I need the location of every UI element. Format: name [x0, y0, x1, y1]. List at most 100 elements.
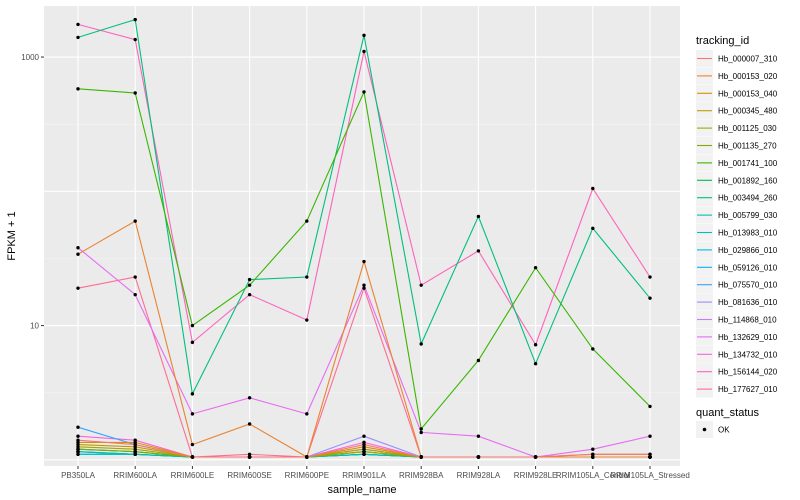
x-tick-label: RRIM600PE — [285, 471, 329, 480]
data-point — [190, 412, 195, 416]
data-point — [76, 252, 80, 256]
data-point — [419, 342, 423, 346]
data-point — [133, 17, 137, 22]
legend-label: Hb_029866_010 — [718, 246, 778, 255]
data-point — [476, 249, 481, 253]
data-point — [190, 442, 195, 447]
x-tick-label: RRIM600LA — [113, 471, 157, 480]
data-point — [362, 445, 366, 449]
data-point — [533, 362, 538, 366]
data-point — [76, 246, 80, 250]
data-point — [133, 37, 137, 42]
data-point — [247, 277, 252, 282]
x-tick-label: RRIM928LE — [514, 471, 558, 480]
data-point — [190, 392, 195, 396]
grid — [44, 6, 680, 466]
data-point — [591, 455, 595, 459]
data-point — [591, 347, 595, 351]
data-point — [247, 292, 252, 297]
legend-label: Hb_003494_260 — [718, 194, 778, 203]
data-point — [76, 445, 80, 449]
legend-label: Hb_081636_010 — [718, 298, 778, 307]
data-point — [133, 219, 137, 223]
data-point — [362, 49, 366, 54]
plot-panel — [44, 6, 680, 466]
x-tick-label: RRIM105LA_Control — [556, 471, 630, 480]
data-point — [648, 275, 652, 279]
data-point — [591, 186, 595, 191]
data-point — [76, 87, 80, 91]
data-point — [133, 91, 137, 95]
data-point — [533, 455, 538, 459]
data-point — [476, 455, 481, 459]
data-point — [247, 455, 252, 459]
data-point — [533, 265, 538, 270]
data-point — [362, 90, 366, 94]
data-point — [362, 440, 366, 445]
data-point — [76, 452, 80, 456]
data-point — [648, 296, 652, 300]
data-point — [247, 396, 252, 400]
legend-label: Hb_132629_010 — [718, 333, 778, 342]
legend-label: Hb_156144_020 — [718, 368, 778, 377]
y-tick-label: 1000 — [21, 53, 39, 62]
legend-label: Hb_075570_010 — [718, 281, 778, 290]
legend-label: Hb_000153_020 — [718, 72, 778, 81]
data-point — [419, 455, 423, 459]
x-axis-title: sample_name — [327, 484, 396, 496]
data-point — [362, 447, 366, 451]
data-point — [591, 452, 595, 456]
data-point — [133, 450, 137, 454]
y-axis: 10 1000 — [21, 53, 44, 331]
data-point — [76, 35, 80, 40]
data-point — [305, 412, 309, 416]
data-point — [76, 286, 80, 290]
data-point — [419, 430, 423, 435]
data-point — [133, 442, 137, 447]
legend-label: Hb_005799_030 — [718, 211, 778, 220]
data-point — [362, 259, 366, 264]
data-point — [76, 22, 80, 27]
data-point — [305, 318, 309, 322]
data-point — [362, 434, 366, 438]
data-point — [362, 452, 366, 456]
legend-label: Hb_000345_480 — [718, 107, 778, 116]
data-point — [362, 33, 366, 38]
legend-label: Hb_134732_010 — [718, 350, 778, 359]
data-point — [133, 292, 137, 297]
x-tick-label: RRIM105LA_Stressed — [610, 471, 690, 480]
data-point — [591, 447, 595, 451]
legend-label: Hb_001741_100 — [718, 159, 778, 168]
data-point — [419, 427, 423, 431]
data-point — [76, 425, 80, 429]
data-point — [76, 447, 80, 451]
legend-label: Hb_000007_310 — [718, 55, 778, 64]
data-point — [476, 358, 481, 363]
legend-label: Hb_001892_160 — [718, 176, 778, 185]
x-tick-label: RRIM901LA — [342, 471, 386, 480]
legend-label: Hb_001135_270 — [718, 142, 777, 151]
data-point — [305, 275, 309, 279]
data-point — [648, 455, 652, 459]
legend-label: Hb_059126_010 — [718, 263, 778, 272]
data-point — [419, 283, 423, 287]
data-point — [476, 434, 481, 438]
data-point — [190, 323, 195, 328]
shape-legend-title: quant_status — [696, 407, 759, 419]
data-point — [133, 452, 137, 456]
x-tick-label: RRIM600SE — [227, 471, 271, 480]
legend-label: Hb_114868_010 — [718, 316, 777, 325]
data-point — [533, 343, 538, 347]
legend-title: tracking_id — [696, 35, 749, 47]
data-point — [133, 275, 137, 279]
data-point — [247, 283, 252, 287]
data-point — [247, 422, 252, 426]
data-point — [247, 452, 252, 456]
data-point — [133, 447, 137, 451]
data-point — [362, 283, 366, 287]
data-point — [76, 434, 80, 438]
legend-label: Hb_000153_040 — [718, 89, 778, 98]
shape-legend-label: OK — [718, 426, 730, 435]
data-point — [190, 455, 195, 459]
